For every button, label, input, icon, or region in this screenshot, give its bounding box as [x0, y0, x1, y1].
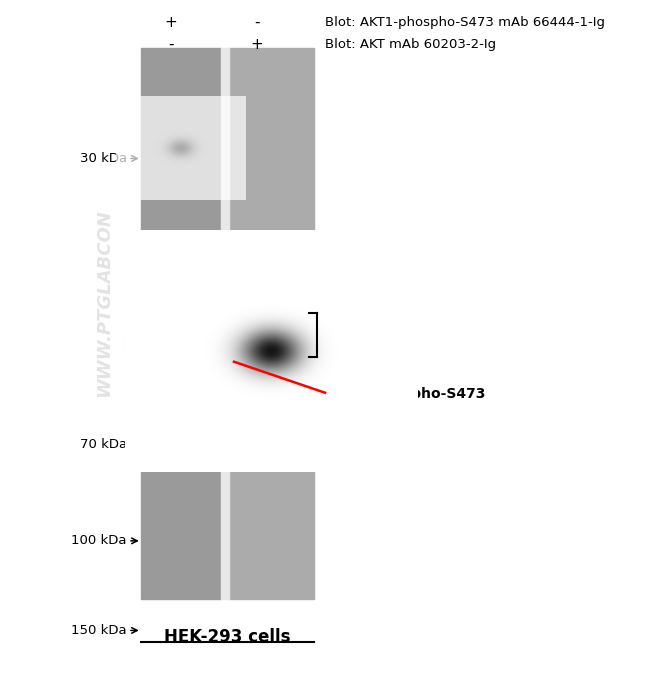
Text: AKT1-phospho-S473: AKT1-phospho-S473	[328, 387, 487, 401]
Text: 150 kDa: 150 kDa	[71, 624, 127, 637]
Text: Total AKT: Total AKT	[322, 328, 396, 342]
Text: +: +	[164, 14, 177, 30]
Text: HEK-293 cells: HEK-293 cells	[164, 628, 291, 646]
Text: Blot: AKT1-phospho-S473 mAb 66444-1-Ig: Blot: AKT1-phospho-S473 mAb 66444-1-Ig	[325, 16, 605, 28]
Text: +: +	[250, 37, 263, 52]
Text: -: -	[254, 14, 259, 30]
Text: 30 kDa: 30 kDa	[79, 152, 127, 165]
Text: -: -	[168, 37, 174, 52]
Text: 70 kDa: 70 kDa	[79, 438, 127, 451]
Text: 40 kDa: 40 kDa	[80, 266, 127, 278]
Text: Blot: AKT mAb 60203-2-Ig: Blot: AKT mAb 60203-2-Ig	[325, 39, 496, 51]
Text: 50 kDa: 50 kDa	[79, 335, 127, 347]
Text: WWW.PTGLABCON: WWW.PTGLABCON	[95, 209, 113, 397]
Text: 100 kDa: 100 kDa	[72, 535, 127, 547]
